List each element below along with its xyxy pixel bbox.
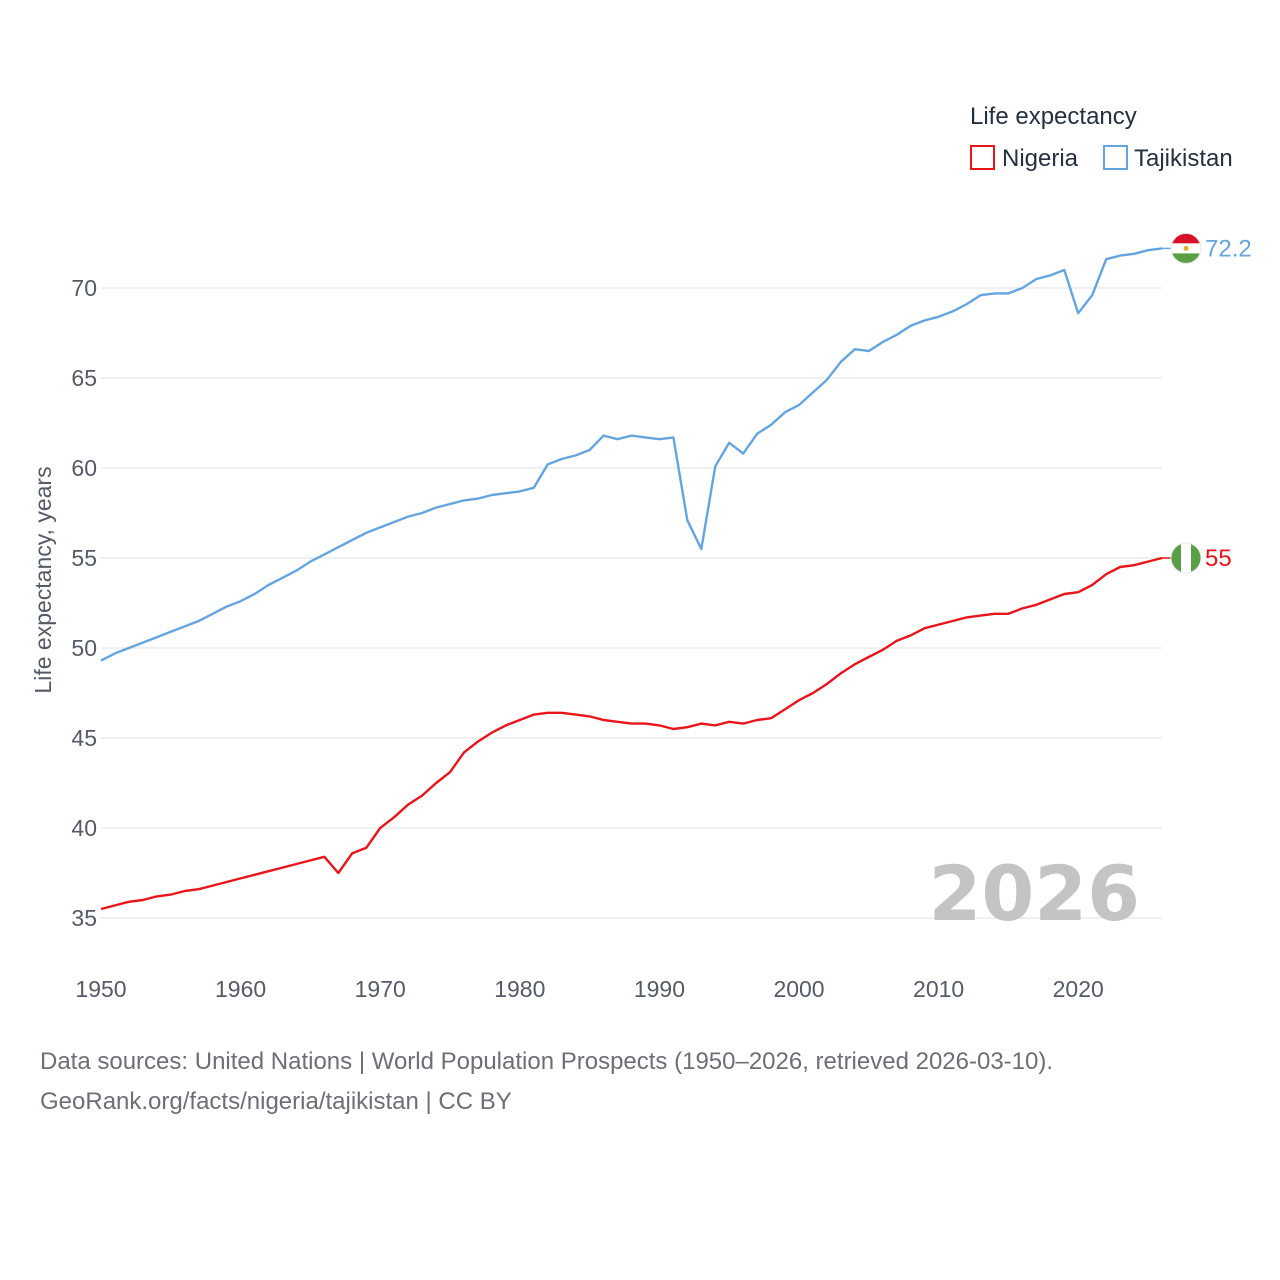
series-line-tajikistan: [100, 247, 1163, 662]
year-watermark: 2026: [928, 849, 1140, 938]
x-tick-label: 2010: [913, 976, 964, 1002]
source-link[interactable]: GeoRank.org/facts/nigeria/tajikistan | C…: [40, 1088, 512, 1115]
x-tick-label: 1970: [355, 976, 406, 1002]
legend-swatch-nigeria: [970, 145, 995, 170]
y-tick-label: 35: [71, 905, 97, 931]
y-axis-ticks: 35 40 45 50 55 60 65 70: [71, 275, 97, 931]
x-tick-label: 1980: [494, 976, 545, 1002]
tajikistan-flag-icon: [1170, 232, 1202, 264]
end-value-label-tajikistan: 72.2: [1205, 235, 1252, 262]
y-tick-label: 55: [71, 545, 97, 571]
series-line-nigeria: [100, 556, 1163, 911]
legend-swatch-tajikistan: [1103, 145, 1128, 170]
y-tick-label: 60: [71, 455, 97, 481]
data-sources-text: Data sources: United Nations | World Pop…: [40, 1048, 1054, 1075]
x-tick-label: 2020: [1053, 976, 1104, 1002]
y-tick-label: 45: [71, 725, 97, 751]
end-value-label-nigeria: 55: [1205, 545, 1232, 572]
legend-title: Life expectancy: [970, 103, 1137, 130]
x-tick-label: 1990: [634, 976, 685, 1002]
x-axis-ticks: 1950 1960 1970 1980 1990 2000 2010 2020: [75, 976, 1103, 1002]
end-markers: 55 72.2: [1162, 232, 1252, 574]
legend-label-tajikistan: Tajikistan: [1134, 145, 1233, 172]
y-tick-label: 70: [71, 275, 97, 301]
nigeria-flag-icon: [1170, 542, 1202, 574]
gridlines: [101, 287, 1162, 919]
series-lines: [100, 247, 1163, 911]
footer: Data sources: United Nations | World Pop…: [40, 1042, 1053, 1122]
legend-item-tajikistan[interactable]: Tajikistan: [1103, 145, 1233, 172]
x-tick-label: 1960: [215, 976, 266, 1002]
y-tick-label: 65: [71, 365, 97, 391]
y-tick-label: 40: [71, 815, 97, 841]
legend-label-nigeria: Nigeria: [1002, 145, 1079, 172]
x-tick-label: 2000: [773, 976, 824, 1002]
line-chart: 35 40 45 50 55 60 65 70 1950 1960 1970 1980 1990 200…: [30, 103, 1252, 1002]
y-tick-label: 50: [71, 635, 97, 661]
y-axis-label: Life expectancy, years: [30, 466, 56, 693]
legend: Life expectancy Nigeria Tajikistan: [970, 103, 1233, 172]
legend-item-nigeria[interactable]: Nigeria: [970, 145, 1079, 172]
x-tick-label: 1950: [75, 976, 126, 1002]
